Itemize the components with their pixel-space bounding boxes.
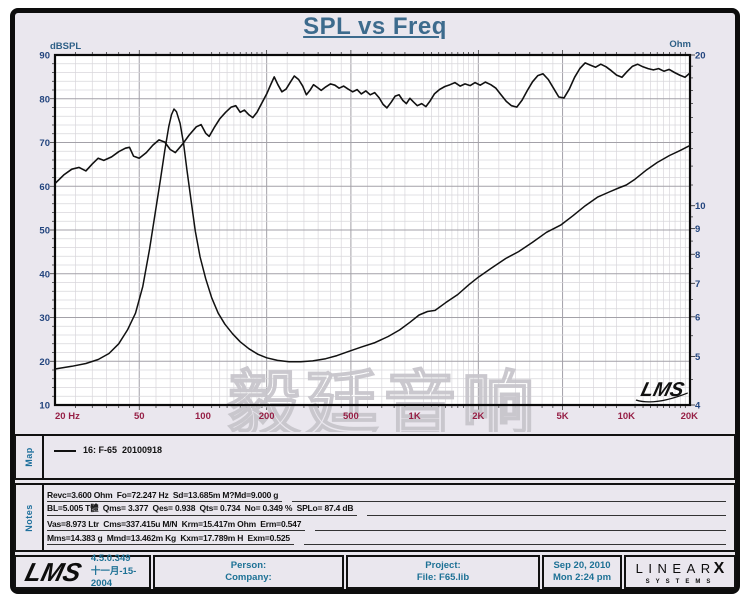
company-label: Company: (225, 572, 272, 583)
plot-frame (53, 53, 692, 407)
footer-linearx-cell: LINEAR X SYSTEMS (624, 555, 736, 589)
project-label: Project: (425, 559, 461, 571)
y-left-tick-label: 70 (39, 138, 50, 149)
page-title: SPL vs Freq (303, 13, 447, 40)
y-right-tick-label: 20 (695, 51, 706, 62)
y-right-tick-label: 9 (695, 224, 700, 235)
note-text-revc: Revc=3.600 Ohm Fo=72.247 Hz Sd=13.685m M… (47, 490, 283, 503)
linearx-systems-text: SYSTEMS (645, 578, 717, 585)
footer-person-cell: Person: Company: (153, 555, 344, 589)
time-text: Mon 2:24 pm (552, 572, 612, 583)
note-rule (303, 531, 726, 545)
version-number: 4.5.0.349 (90, 553, 131, 565)
spl-curve (54, 62, 691, 185)
map-side-cell: Map (16, 436, 44, 478)
legend-text: 16: F-65 20100918 (83, 445, 163, 455)
x-tick-label: 200 (259, 411, 275, 422)
watermark-text: 毅廷音响 (228, 363, 540, 432)
footer-date-cell: Sep 20, 2010 Mon 2:24 pm (542, 555, 622, 589)
note-text-mms: Mms=14.383 g Mmd=13.462m Kg Kxm=17.789m … (47, 533, 294, 545)
note-line: Vas=8.973 Ltr Cms=337.415u M/N Krm=15.41… (47, 518, 726, 531)
x-tick-label: 500 (343, 411, 359, 422)
legend-line-swatch (54, 450, 76, 452)
x-tick-label: 10K (618, 411, 636, 422)
note-rule (292, 488, 726, 503)
note-line: Mms=14.383 g Mmd=13.462m Kg Kxm=17.789m … (47, 532, 726, 545)
map-section: Map 16: F-65 20100918 (14, 434, 736, 480)
x-tick-label: 100 (195, 411, 211, 422)
x-tick-label: 20K (681, 411, 699, 422)
version-date: 十一月-15-2004 (90, 565, 137, 590)
y-right-axis-title: Ohm (669, 39, 691, 50)
notes-label: Notes (24, 503, 35, 532)
footer-version-cell: LMS 4.5.0.349 十一月-15-2004 (14, 553, 151, 590)
spl-freq-chart: 毅廷音响 dBSPL Ohm 90 80 70 60 50 40 30 20 10 20 10 9 8 7 6 5 4… (39, 39, 706, 432)
y-left-tick-label: 30 (39, 313, 50, 324)
date-text: Sep 20, 2010 (553, 559, 611, 571)
linearx-letters: LINEAR (635, 560, 716, 576)
note-rule (315, 517, 726, 531)
impedance-curve (54, 108, 691, 370)
y-right-tick-label: 4 (695, 401, 701, 412)
linearx-logo: LINEAR X (636, 560, 725, 578)
map-content: 16: F-65 20100918 (44, 436, 734, 478)
note-text-bl: BL=5.005 T體 Qms= 3.377 Qes= 0.938 Qts= 0… (47, 502, 358, 517)
y-right-tick-label: 10 (695, 201, 706, 212)
note-line: BL=5.005 T體 Qms= 3.377 Qes= 0.938 Qts= 0… (47, 502, 726, 517)
x-tick-label: 50 (134, 411, 145, 422)
version-info: 4.5.0.349 十一月-15-2004 (91, 553, 149, 590)
y-left-tick-label: 50 (39, 226, 50, 237)
note-text-vas: Vas=8.973 Ltr Cms=337.415u M/N Krm=15.41… (47, 519, 306, 531)
lms-signature: LMS (635, 379, 688, 403)
y-right-tick-label: 6 (695, 312, 700, 323)
y-right-tick-label: 8 (695, 250, 700, 261)
y-left-tick-label: 10 (39, 401, 50, 412)
x-tick-label: 2K (472, 411, 484, 422)
y-left-axis-title: dBSPL (50, 41, 81, 52)
x-tick-label: 5K (556, 411, 568, 422)
lms-signature-underline (635, 392, 688, 403)
x-tick-label: 20 Hz (55, 411, 80, 422)
notes-section: Notes Revc=3.600 Ohm Fo=72.247 Hz Sd=13.… (14, 483, 736, 552)
y-right-tick-label: 7 (695, 279, 700, 290)
lms-signature-text: LMS (639, 379, 687, 401)
y-right-tick-label: 5 (695, 352, 701, 363)
notes-side-cell: Notes (16, 485, 44, 550)
note-rule (367, 502, 726, 517)
x-tick-label: 1K (409, 411, 421, 422)
y-left-tick-label: 80 (39, 94, 50, 105)
y-left-tick-label: 60 (39, 182, 50, 193)
linearx-x: X (713, 559, 725, 577)
map-label: Map (24, 447, 34, 467)
lms-logo: LMS (22, 557, 85, 587)
file-label: File: F65.lib (416, 572, 470, 583)
person-label: Person: (230, 559, 267, 571)
footer-project-cell: Project: File: F65.lib (346, 555, 540, 589)
y-left-tick-label: 20 (39, 357, 50, 368)
note-line: Revc=3.600 Ohm Fo=72.247 Hz Sd=13.685m M… (47, 488, 726, 503)
y-left-tick-label: 40 (39, 269, 50, 280)
y-left-tick-label: 90 (39, 51, 50, 62)
notes-content: Revc=3.600 Ohm Fo=72.247 Hz Sd=13.685m M… (44, 485, 734, 550)
